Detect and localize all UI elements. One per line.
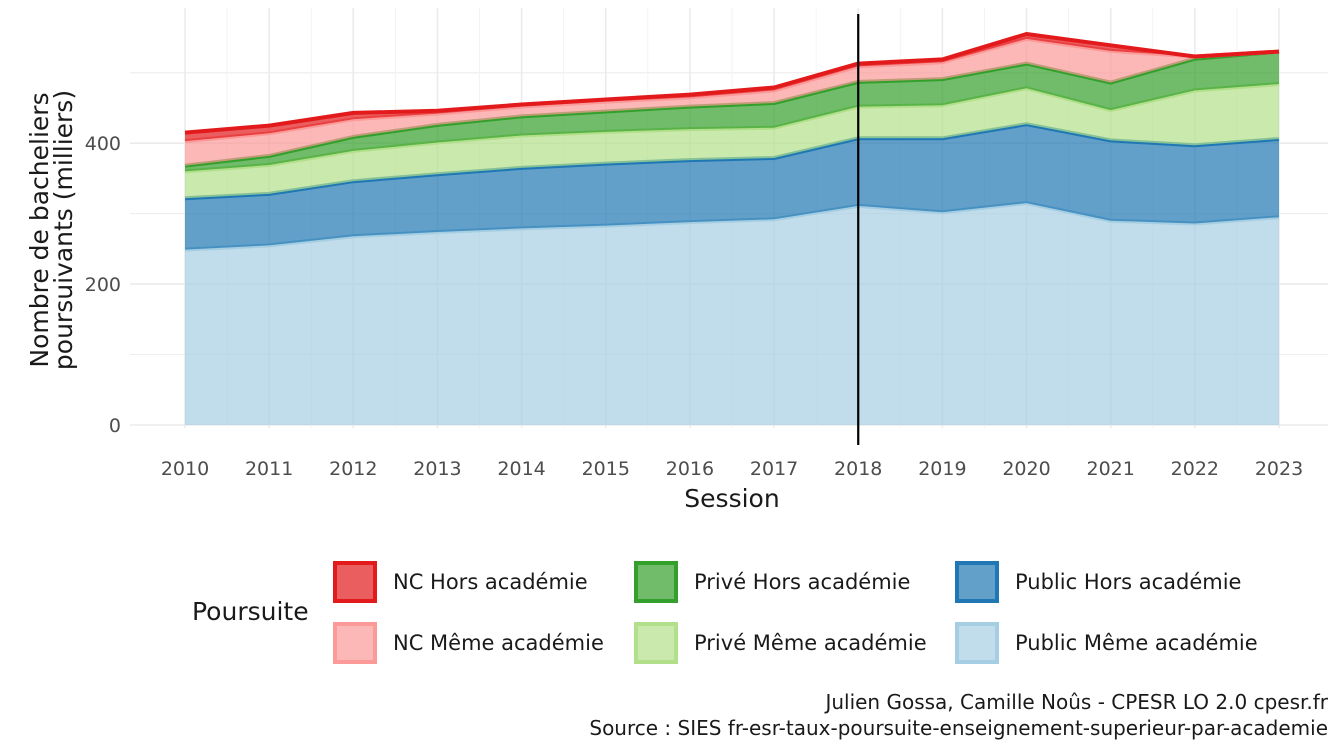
legend-item: NC Même académie bbox=[333, 622, 604, 664]
x-axis-ticks: 2010 2011 2012 2013 2014 2015 2016 2017 2018 2019… bbox=[161, 458, 1303, 480]
x-tick-label: 2015 bbox=[582, 458, 630, 480]
legend-label: NC Hors académie bbox=[393, 570, 588, 594]
legend-label: Privé Hors académie bbox=[694, 570, 910, 594]
legend-label: Public Même académie bbox=[1015, 631, 1258, 655]
x-tick-label: 2012 bbox=[329, 458, 377, 480]
area-public-hors-academie bbox=[185, 124, 1279, 250]
y-axis-ticks: 0 200 400 bbox=[85, 133, 121, 437]
x-tick-label: 2013 bbox=[413, 458, 461, 480]
x-axis-title: Session bbox=[684, 484, 779, 513]
x-tick-label: 2017 bbox=[750, 458, 798, 480]
credit-caption: Julien Gossa, Camille Noûs - CPESR LO 2.… bbox=[825, 690, 1328, 714]
legend-swatch bbox=[955, 622, 999, 664]
legend-item: NC Hors académie bbox=[333, 561, 588, 603]
x-tick-label: 2018 bbox=[834, 458, 882, 480]
legend-item: Public Hors académie bbox=[955, 561, 1241, 603]
line-nc-hors-academie bbox=[184, 32, 1280, 135]
x-tick-label: 2022 bbox=[1171, 458, 1219, 480]
legend-swatch bbox=[634, 561, 678, 603]
source-caption: Source : SIES fr-esr-taux-poursuite-ense… bbox=[589, 716, 1328, 740]
x-tick-label: 2010 bbox=[161, 458, 209, 480]
legend-swatch bbox=[634, 622, 678, 664]
area-prive-meme-academie bbox=[185, 84, 1279, 199]
x-tick-label: 2021 bbox=[1087, 458, 1135, 480]
legend-swatch bbox=[955, 561, 999, 603]
x-tick-label: 2023 bbox=[1255, 458, 1303, 480]
y-axis-title-line2: poursuivants (milliers) bbox=[49, 90, 78, 370]
legend-label: Public Hors académie bbox=[1015, 570, 1241, 594]
legend-swatch bbox=[333, 622, 377, 664]
x-tick-label: 2011 bbox=[245, 458, 293, 480]
y-axis-title-line1: Nombre de bacheliers bbox=[25, 92, 54, 367]
x-tick-label: 2016 bbox=[666, 458, 714, 480]
x-tick-label: 2014 bbox=[497, 458, 545, 480]
legend-item: Public Même académie bbox=[955, 622, 1258, 664]
y-tick-label: 400 bbox=[85, 133, 121, 155]
area-public-meme-academie bbox=[185, 203, 1279, 425]
area-nc-meme-academie bbox=[185, 38, 1279, 166]
legend-title: Poursuite bbox=[192, 597, 309, 626]
x-tick-label: 2019 bbox=[918, 458, 966, 480]
y-tick-label: 0 bbox=[109, 415, 121, 437]
legend-swatch bbox=[333, 561, 377, 603]
x-tick-label: 2020 bbox=[1002, 458, 1050, 480]
y-tick-label: 200 bbox=[85, 274, 121, 296]
legend: NC Hors académie Privé Hors académie Publi… bbox=[333, 561, 1258, 664]
legend-label: Privé Même académie bbox=[694, 631, 927, 655]
line-prive-hors-academie bbox=[184, 49, 1280, 168]
legend-item: Privé Même académie bbox=[634, 622, 927, 664]
area-prive-hors-academie bbox=[185, 51, 1279, 172]
legend-label: NC Même académie bbox=[393, 631, 604, 655]
legend-item: Privé Hors académie bbox=[634, 561, 910, 603]
area-series bbox=[184, 32, 1280, 425]
